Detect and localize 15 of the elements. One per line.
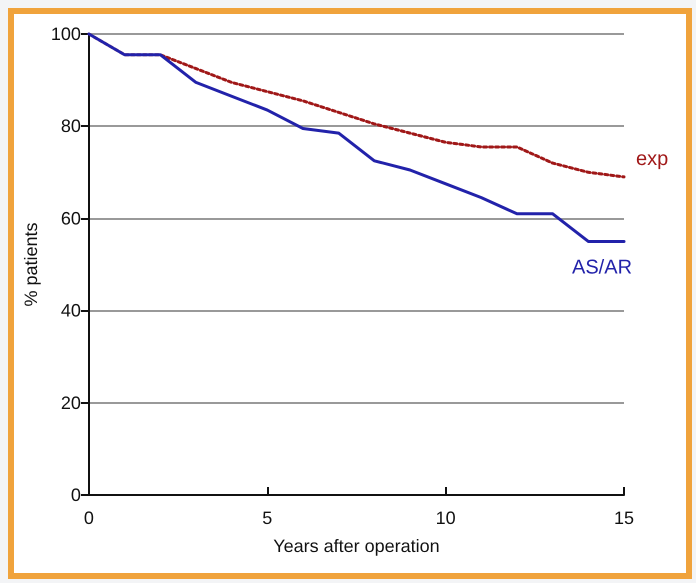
x-tick-label: 10 <box>436 508 456 528</box>
y-tick-label: 100 <box>50 24 81 44</box>
x-tick-label: 0 <box>84 508 94 528</box>
series-label: AS/AR <box>572 256 632 278</box>
y-tick-label: 60 <box>60 208 81 228</box>
y-tick-label: 20 <box>60 392 81 413</box>
x-tick-label: 5 <box>262 508 272 528</box>
y-tick-label: 0 <box>70 485 81 505</box>
x-axis-title: Years after operation <box>273 536 440 556</box>
x-tick-label: 15 <box>614 508 634 528</box>
y-tick-label: 80 <box>60 116 81 136</box>
y-axis-title: % patients <box>21 222 41 307</box>
series-label: exp <box>636 148 668 170</box>
line-series <box>87 32 626 243</box>
y-tick-label: 40 <box>60 300 81 321</box>
